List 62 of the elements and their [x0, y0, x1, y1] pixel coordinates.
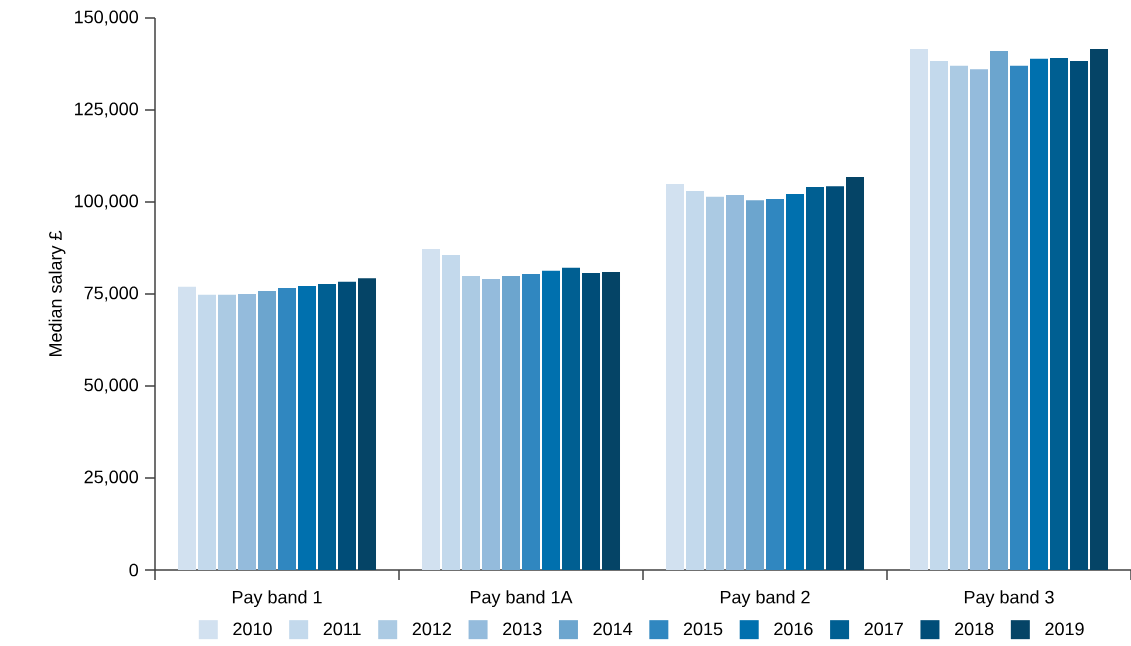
legend-label: 2016: [774, 622, 813, 636]
legend-label: 2018: [955, 622, 994, 636]
legend-label: 2014: [593, 622, 633, 636]
bar: [358, 278, 376, 570]
x-tick-label: Pay band 1: [232, 590, 322, 608]
bar: [422, 249, 440, 570]
bar: [602, 271, 620, 570]
bar: [746, 200, 765, 570]
bar: [298, 285, 316, 570]
bar: [950, 65, 969, 570]
legend-label: 2019: [1045, 622, 1084, 636]
bar: [562, 267, 581, 570]
bar: [1030, 58, 1049, 570]
bar: [910, 48, 928, 570]
bar: [218, 294, 236, 570]
bar: [542, 270, 560, 570]
bar: [318, 284, 337, 570]
bar: [970, 69, 988, 570]
x-tick-label: Pay band 3: [964, 590, 1054, 608]
bar: [258, 291, 276, 570]
bar: [482, 278, 500, 570]
bar: [806, 186, 825, 570]
y-tick-label: 125,000: [75, 102, 139, 118]
y-tick-label: 0: [129, 563, 139, 577]
bar: [502, 275, 521, 570]
y-tick-label: 50,000: [84, 378, 139, 394]
bar: [786, 193, 804, 570]
bar: [462, 275, 480, 570]
legend-label: 2013: [503, 622, 542, 636]
bar: [238, 294, 256, 570]
bar: [1070, 61, 1089, 570]
legend-label: 2015: [683, 622, 723, 636]
bar: [338, 281, 356, 570]
legend-label: 2010: [233, 622, 272, 636]
bar: [1010, 65, 1029, 570]
y-tick-label: 100,000: [75, 194, 139, 210]
y-tick-label: 150,000: [75, 10, 139, 26]
bar: [930, 61, 949, 570]
x-tick-label: Pay band 1A: [470, 590, 573, 608]
bar: [726, 195, 744, 570]
y-tick-label: 75,000: [84, 286, 139, 302]
bar: [198, 294, 216, 570]
bar: [706, 196, 725, 570]
bar: [826, 186, 845, 570]
legend-label: 2012: [412, 622, 452, 636]
bar: [278, 288, 296, 570]
bar: [1050, 58, 1069, 570]
bar: [990, 51, 1009, 570]
bar: [442, 254, 461, 570]
bar: [846, 176, 864, 570]
y-axis-title: Median salary £: [48, 230, 66, 357]
x-tick-label: Pay band 2: [720, 590, 810, 608]
bar: [582, 273, 601, 570]
y-tick-label: 25,000: [84, 470, 139, 486]
legend-label: 2011: [323, 622, 361, 636]
bar: [686, 190, 705, 570]
bar: [522, 274, 540, 570]
bar: [178, 286, 196, 570]
legend-label: 2017: [864, 622, 903, 636]
bar: [1090, 48, 1109, 570]
bar: [766, 199, 785, 570]
bar: [666, 183, 684, 570]
